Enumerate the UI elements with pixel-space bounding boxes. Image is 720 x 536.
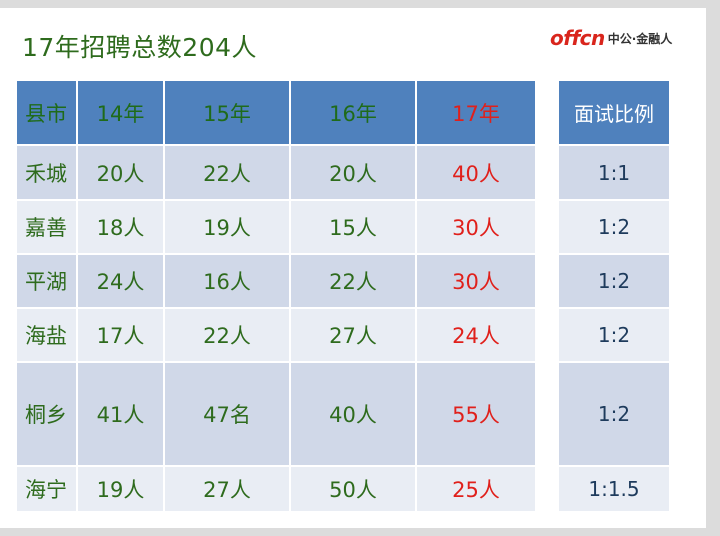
cell-2016: 40人 xyxy=(289,361,417,467)
cell-city: 嘉善 xyxy=(15,199,78,255)
header-2016: 16年 xyxy=(289,79,417,146)
cell-2016: 15人 xyxy=(289,199,417,255)
cell-2016: 50人 xyxy=(289,465,417,513)
table-row: 海宁 19人 27人 50人 25人 xyxy=(15,465,537,513)
logo-text: 中公·金融人 xyxy=(607,31,673,46)
offcn-logo: offcn 中公·金融人 xyxy=(550,26,672,50)
recruitment-table: 县市 14年 15年 16年 17年 禾城 20人 22人 20人 40人 嘉善… xyxy=(15,79,537,513)
cell-2017: 25人 xyxy=(415,465,537,513)
cell-2016: 27人 xyxy=(289,307,417,363)
page-title: 17年招聘总数204人 xyxy=(22,33,258,62)
cell-2014: 24人 xyxy=(76,253,165,309)
table-row: 平湖 24人 16人 22人 30人 xyxy=(15,253,537,309)
cell-2015: 47名 xyxy=(163,361,291,467)
ratio-row: 1:1.5 xyxy=(557,465,671,513)
header-2015: 15年 xyxy=(163,79,291,146)
cell-2014: 17人 xyxy=(76,307,165,363)
slide: 17年招聘总数204人 offcn 中公·金融人 县市 14年 15年 16年 … xyxy=(0,8,706,528)
table-row: 禾城 20人 22人 20人 40人 xyxy=(15,144,537,201)
cell-2017: 55人 xyxy=(415,361,537,467)
cell-2015: 22人 xyxy=(163,144,291,201)
ratio-row: 1:1 xyxy=(557,144,671,201)
table-row: 桐乡 41人 47名 40人 55人 xyxy=(15,361,537,467)
ratio-value: 1:2 xyxy=(557,307,671,363)
ratio-value: 1:2 xyxy=(557,253,671,309)
cell-2015: 22人 xyxy=(163,307,291,363)
ratio-value: 1:1 xyxy=(557,144,671,201)
cell-city: 禾城 xyxy=(15,144,78,201)
cell-2014: 19人 xyxy=(76,465,165,513)
header-city: 县市 xyxy=(15,79,78,146)
table-row: 海盐 17人 22人 27人 24人 xyxy=(15,307,537,363)
cell-2016: 22人 xyxy=(289,253,417,309)
cell-2017: 24人 xyxy=(415,307,537,363)
cell-2014: 18人 xyxy=(76,199,165,255)
ratio-row: 1:2 xyxy=(557,307,671,363)
ratio-value: 1:2 xyxy=(557,361,671,467)
cell-2017: 30人 xyxy=(415,199,537,255)
cell-2015: 19人 xyxy=(163,199,291,255)
logo-mark: offcn xyxy=(550,26,605,50)
header-2017: 17年 xyxy=(415,79,537,146)
ratio-row: 1:2 xyxy=(557,199,671,255)
ratio-row: 1:2 xyxy=(557,253,671,309)
cell-2017: 40人 xyxy=(415,144,537,201)
cell-city: 平湖 xyxy=(15,253,78,309)
cell-city: 海宁 xyxy=(15,465,78,513)
header-ratio: 面试比例 xyxy=(557,79,671,146)
cell-2015: 16人 xyxy=(163,253,291,309)
cell-2014: 41人 xyxy=(76,361,165,467)
ratio-row: 1:2 xyxy=(557,361,671,467)
header-2014: 14年 xyxy=(76,79,165,146)
cell-2017: 30人 xyxy=(415,253,537,309)
ratio-value: 1:2 xyxy=(557,199,671,255)
cell-2016: 20人 xyxy=(289,144,417,201)
ratio-value: 1:1.5 xyxy=(557,465,671,513)
cell-2014: 20人 xyxy=(76,144,165,201)
cell-city: 桐乡 xyxy=(15,361,78,467)
cell-city: 海盐 xyxy=(15,307,78,363)
cell-2015: 27人 xyxy=(163,465,291,513)
table-row: 嘉善 18人 19人 15人 30人 xyxy=(15,199,537,255)
interview-ratio-table: 面试比例 1:1 1:2 1:2 1:2 1:2 1:1.5 xyxy=(557,79,671,513)
